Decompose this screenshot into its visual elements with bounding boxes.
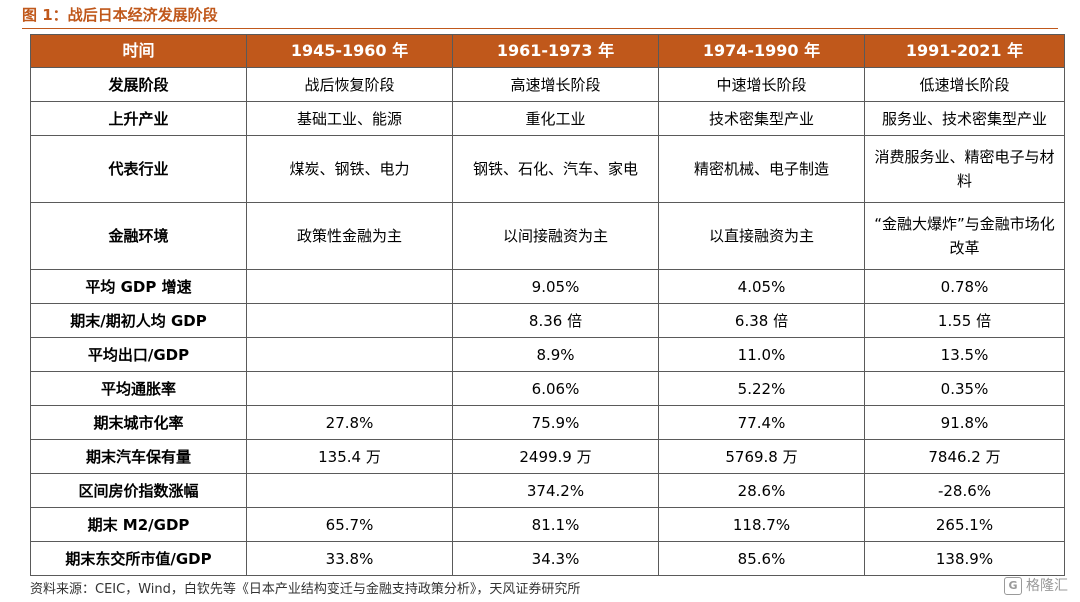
table-cell: 118.7% <box>658 507 865 542</box>
table-cell: 2499.9 万 <box>452 439 659 474</box>
row-label: 期末/期初人均 GDP <box>30 303 247 338</box>
table-row: 代表行业 煤炭、钢铁、电力 钢铁、石化、汽车、家电 精密机械、电子制造 消费服务… <box>30 135 1065 203</box>
table-cell: 以间接融资为主 <box>452 202 659 270</box>
table-cell: 28.6% <box>658 473 865 508</box>
table-cell: 6.38 倍 <box>658 303 865 338</box>
table-cell <box>246 371 453 406</box>
table-cell: 中速增长阶段 <box>658 67 865 102</box>
table-cell: 重化工业 <box>452 101 659 136</box>
table-cell <box>246 337 453 372</box>
table-cell: 精密机械、电子制造 <box>658 135 865 203</box>
table-row: 区间房价指数涨幅 374.2% 28.6% -28.6% <box>30 473 1065 508</box>
table-cell: 9.05% <box>452 269 659 304</box>
table-cell <box>246 473 453 508</box>
row-label: 平均 GDP 增速 <box>30 269 247 304</box>
table-cell: 77.4% <box>658 405 865 440</box>
column-header-period-4: 1991-2021 年 <box>864 34 1065 68</box>
table-row: 平均出口/GDP 8.9% 11.0% 13.5% <box>30 337 1065 372</box>
table-cell: “金融大爆炸”与金融市场化改革 <box>864 202 1065 270</box>
column-header-period-3: 1974-1990 年 <box>658 34 865 68</box>
table-cell: 0.35% <box>864 371 1065 406</box>
table-cell: 低速增长阶段 <box>864 67 1065 102</box>
table-cell <box>246 303 453 338</box>
table-cell: 服务业、技术密集型产业 <box>864 101 1065 136</box>
table-cell: 0.78% <box>864 269 1065 304</box>
table-row: 期末/期初人均 GDP 8.36 倍 6.38 倍 1.55 倍 <box>30 303 1065 338</box>
row-label: 平均出口/GDP <box>30 337 247 372</box>
table-cell: 13.5% <box>864 337 1065 372</box>
table-row: 期末 M2/GDP 65.7% 81.1% 118.7% 265.1% <box>30 507 1065 542</box>
table-cell <box>246 269 453 304</box>
table-cell: 消费服务业、精密电子与材料 <box>864 135 1065 203</box>
table-cell: 75.9% <box>452 405 659 440</box>
table-cell: 81.1% <box>452 507 659 542</box>
source-note: 资料来源：CEIC，Wind，白钦先等《日本产业结构变迁与金融支持政策分析》，天… <box>30 582 581 597</box>
table-cell: 高速增长阶段 <box>452 67 659 102</box>
table-cell: 1.55 倍 <box>864 303 1065 338</box>
table-header-row: 时间 1945-1960 年 1961-1973 年 1974-1990 年 1… <box>30 34 1065 68</box>
table-cell: 11.0% <box>658 337 865 372</box>
table-cell: 33.8% <box>246 541 453 576</box>
figure-title: 图 1：战后日本经济发展阶段 <box>22 6 218 24</box>
table-cell: 煤炭、钢铁、电力 <box>246 135 453 203</box>
table-cell: 以直接融资为主 <box>658 202 865 270</box>
table-row: 金融环境 政策性金融为主 以间接融资为主 以直接融资为主 “金融大爆炸”与金融市… <box>30 202 1065 270</box>
table-cell: 7846.2 万 <box>864 439 1065 474</box>
watermark: G 格隆汇 <box>1004 574 1068 598</box>
row-label: 期末城市化率 <box>30 405 247 440</box>
logo-g-icon: G <box>1004 577 1022 595</box>
table-cell: 5769.8 万 <box>658 439 865 474</box>
table-row: 发展阶段 战后恢复阶段 高速增长阶段 中速增长阶段 低速增长阶段 <box>30 67 1065 102</box>
table-cell: 4.05% <box>658 269 865 304</box>
table-cell: 战后恢复阶段 <box>246 67 453 102</box>
table-cell: 34.3% <box>452 541 659 576</box>
table-cell: 8.9% <box>452 337 659 372</box>
table-cell: 基础工业、能源 <box>246 101 453 136</box>
row-label: 平均通胀率 <box>30 371 247 406</box>
column-header-period-2: 1961-1973 年 <box>452 34 659 68</box>
row-label: 区间房价指数涨幅 <box>30 473 247 508</box>
table-row: 期末城市化率 27.8% 75.9% 77.4% 91.8% <box>30 405 1065 440</box>
row-label: 金融环境 <box>30 202 247 270</box>
table-cell: 技术密集型产业 <box>658 101 865 136</box>
column-header-time: 时间 <box>30 34 247 68</box>
table-cell: 8.36 倍 <box>452 303 659 338</box>
row-label: 发展阶段 <box>30 67 247 102</box>
table-cell: 91.8% <box>864 405 1065 440</box>
table-cell: 5.22% <box>658 371 865 406</box>
row-label: 代表行业 <box>30 135 247 203</box>
column-header-period-1: 1945-1960 年 <box>246 34 453 68</box>
table-cell: 钢铁、石化、汽车、家电 <box>452 135 659 203</box>
title-divider <box>22 28 1058 29</box>
table-cell: 138.9% <box>864 541 1065 576</box>
table-row: 期末东交所市值/GDP 33.8% 34.3% 85.6% 138.9% <box>30 541 1065 576</box>
table-cell: -28.6% <box>864 473 1065 508</box>
table-row: 平均 GDP 增速 9.05% 4.05% 0.78% <box>30 269 1065 304</box>
table-cell: 265.1% <box>864 507 1065 542</box>
table-cell: 65.7% <box>246 507 453 542</box>
table-cell: 374.2% <box>452 473 659 508</box>
table-cell: 85.6% <box>658 541 865 576</box>
table-row: 期末汽车保有量 135.4 万 2499.9 万 5769.8 万 7846.2… <box>30 439 1065 474</box>
table-cell: 135.4 万 <box>246 439 453 474</box>
table-row: 平均通胀率 6.06% 5.22% 0.35% <box>30 371 1065 406</box>
row-label: 期末汽车保有量 <box>30 439 247 474</box>
row-label: 上升产业 <box>30 101 247 136</box>
row-label: 期末 M2/GDP <box>30 507 247 542</box>
table-cell: 政策性金融为主 <box>246 202 453 270</box>
watermark-text: 格隆汇 <box>1026 578 1068 594</box>
table-cell: 6.06% <box>452 371 659 406</box>
row-label: 期末东交所市值/GDP <box>30 541 247 576</box>
economic-stages-table: 时间 1945-1960 年 1961-1973 年 1974-1990 年 1… <box>30 34 1065 576</box>
table-row: 上升产业 基础工业、能源 重化工业 技术密集型产业 服务业、技术密集型产业 <box>30 101 1065 136</box>
table-cell: 27.8% <box>246 405 453 440</box>
